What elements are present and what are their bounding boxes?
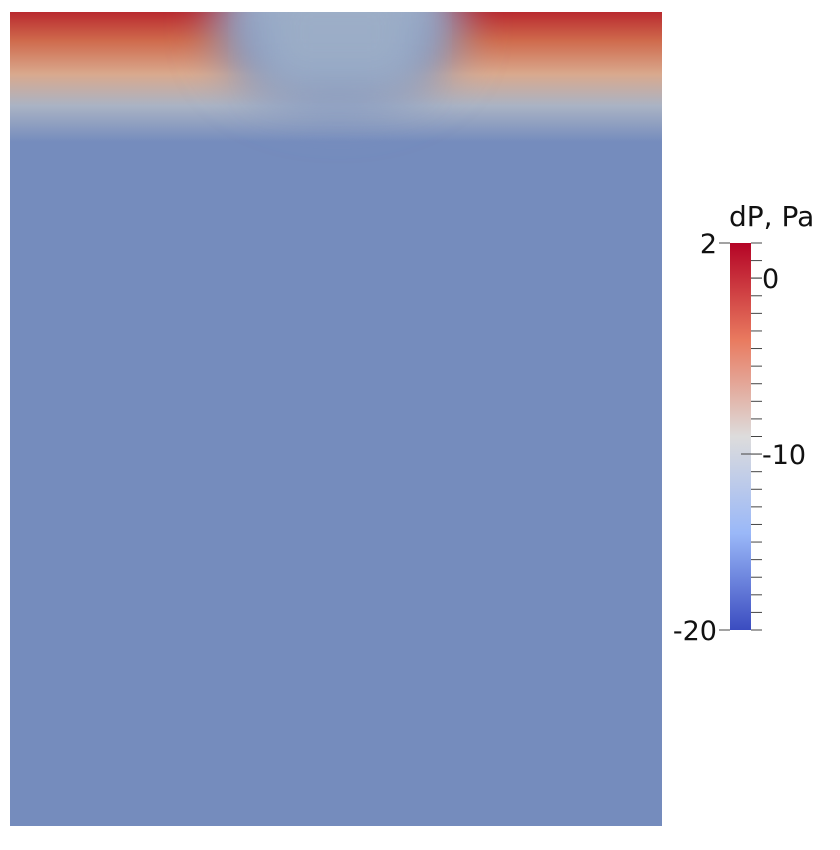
colorbar-label-minus-10: -10 — [762, 440, 806, 471]
colorbar-label-2: 2 — [700, 229, 717, 260]
colorbar-label-minus-20: -20 — [673, 616, 717, 647]
colorbar-gradient — [730, 243, 751, 630]
field-background — [10, 12, 662, 826]
central-low-core — [260, 12, 420, 92]
colorbar-ticks — [751, 242, 762, 631]
pressure-field-plot — [10, 12, 662, 826]
colorbar-title: dP, Pa — [729, 200, 814, 233]
colorbar-label-0: 0 — [762, 264, 779, 295]
